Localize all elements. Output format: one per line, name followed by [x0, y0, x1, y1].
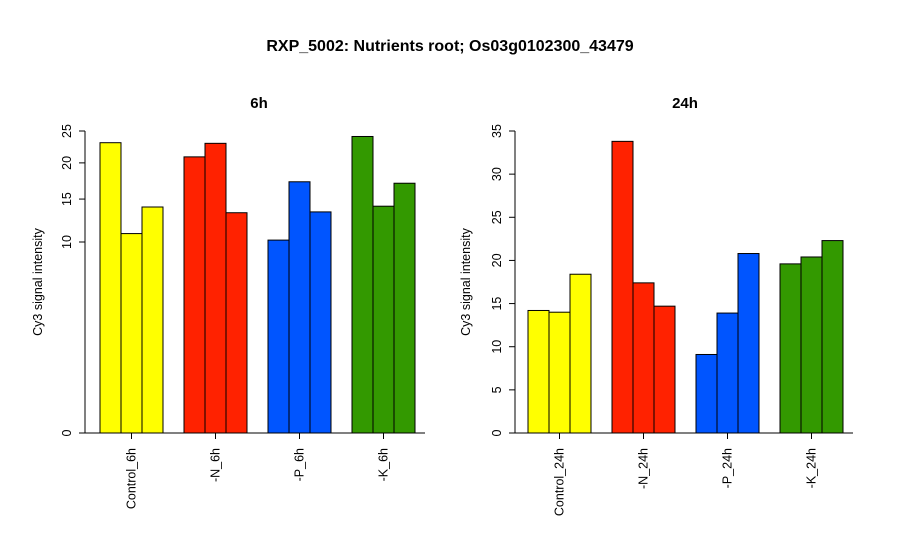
bar-n6h-3	[225, 212, 248, 434]
bar-k24h-2	[800, 256, 823, 434]
bar-control6h-2	[120, 233, 143, 434]
y-tick-label: 5	[490, 386, 504, 393]
panel-24h: 24h Control_24h -N_24h -P_24h -K_24h 0 5 10 15 20…	[459, 95, 853, 516]
y-tick-label: 0	[490, 429, 504, 436]
panel-title: 6h	[250, 95, 268, 112]
bar-k6h-2	[372, 205, 395, 434]
bar-k6h-1	[351, 135, 374, 434]
bar-p6h-3	[309, 211, 332, 434]
y-tick-label: 25	[490, 210, 504, 224]
y-axis-title: Cy3 signal intensity	[459, 227, 473, 335]
x-tick-label: -K_24h	[805, 448, 819, 488]
x-tick-label: -N_24h	[637, 448, 651, 489]
y-tick-label: 20	[60, 156, 74, 170]
bar-control24h-3	[569, 273, 592, 434]
x-tick-label: Control_24h	[553, 448, 567, 516]
bar-p6h-1	[267, 239, 290, 434]
y-tick-label: 15	[490, 297, 504, 311]
panel-title: 24h	[672, 95, 698, 112]
y-tick-label: 35	[490, 124, 504, 138]
x-tick-label: -N_6h	[209, 448, 223, 482]
x-tick-label: -P_24h	[721, 448, 735, 488]
bar-control24h-2	[548, 311, 571, 434]
bar-control24h-1	[527, 309, 550, 434]
y-tick-label: 25	[60, 124, 74, 138]
y-axis-title: Cy3 signal intensity	[31, 227, 45, 335]
bar-p6h-2	[288, 181, 311, 434]
x-tick-label: -K_6h	[377, 448, 391, 481]
x-tick-label: Control_6h	[125, 448, 139, 509]
bar-control6h-3	[141, 206, 164, 434]
y-tick-label: 20	[490, 253, 504, 267]
y-tick-label: 10	[490, 340, 504, 354]
y-tick-label: 0	[60, 429, 74, 436]
y-tick-label: 10	[60, 235, 74, 249]
x-tick-label: -P_6h	[293, 448, 307, 481]
bar-p24h-3	[737, 253, 760, 434]
bar-control6h-1	[99, 142, 122, 434]
y-tick-label: 30	[490, 167, 504, 181]
bar-k6h-3	[393, 182, 416, 434]
chart-main-title: RXP_5002: Nutrients root; Os03g0102300_4…	[266, 38, 634, 55]
bar-p24h-1	[695, 353, 718, 434]
bar-n6h-1	[183, 156, 206, 434]
bar-k24h-3	[821, 240, 844, 434]
bar-p24h-2	[716, 312, 739, 434]
bar-n24h-3	[653, 305, 676, 434]
bar-n6h-2	[204, 142, 227, 434]
panel-6h: 6h Control_6h -N_6h -P_6h -K_6h 0 10 15 20 25 Cy3 …	[31, 95, 425, 509]
bar-n24h-1	[611, 140, 634, 434]
bar-k24h-1	[779, 263, 802, 434]
y-tick-label: 15	[60, 192, 74, 206]
bar-n24h-2	[632, 282, 655, 434]
